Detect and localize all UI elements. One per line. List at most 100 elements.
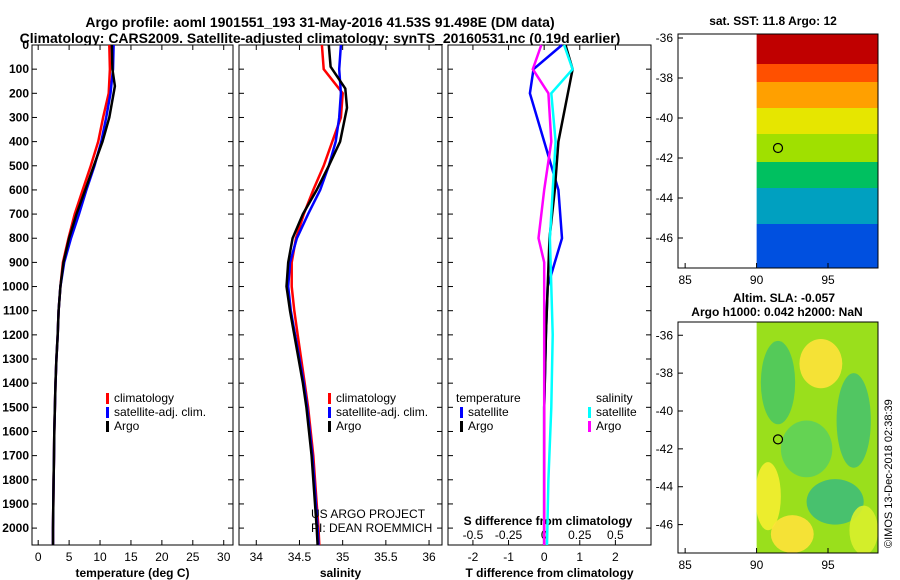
legend-swatch bbox=[588, 421, 591, 432]
sst-band bbox=[756, 162, 878, 188]
legend-swatch bbox=[460, 421, 463, 432]
x-tick-label: -2 bbox=[468, 550, 479, 564]
depth-tick-label: 1600 bbox=[2, 424, 29, 438]
top-tick-label: -0.5 bbox=[463, 528, 484, 542]
map-data bbox=[756, 34, 878, 268]
difference-panel: -2 -1 0 1 2 T difference from climatology -0.5… bbox=[447, 44, 652, 580]
map-y-tick-label: -44 bbox=[656, 191, 674, 205]
legend-swatch bbox=[588, 407, 591, 418]
map-data bbox=[756, 322, 878, 553]
depth-tick-label: 600 bbox=[9, 183, 29, 197]
x-tick-label: 0 bbox=[35, 550, 42, 564]
x-axis-label: salinity bbox=[320, 566, 362, 580]
map-y-tick-label: -40 bbox=[656, 111, 674, 125]
legend-label: climatology bbox=[114, 391, 174, 405]
map-x-tick-label: 95 bbox=[821, 273, 835, 287]
map-x-tick-label: 85 bbox=[678, 273, 692, 287]
x-tick-label: 0 bbox=[541, 550, 548, 564]
map-y-tick-label: -36 bbox=[656, 31, 674, 45]
x-tick-label: 10 bbox=[93, 550, 107, 564]
depth-tick-label: 900 bbox=[9, 255, 29, 269]
x-tick-label: 34 bbox=[250, 550, 264, 564]
legend-label: Argo bbox=[596, 419, 622, 433]
depth-axis-labels: 0 100 200 300 400 500 600 700 800 900 1000 1100 1200… bbox=[2, 38, 29, 535]
sst-map-panel: sat. SST: 11.8 Argo: 12 -36 -38 -40 -42 -44 -4… bbox=[656, 14, 879, 287]
sla-blob bbox=[756, 462, 781, 531]
map-x-tick-label: 85 bbox=[678, 558, 692, 572]
map-y-tick-label: -46 bbox=[656, 518, 674, 532]
annotation-line2: PI: DEAN ROEMMICH bbox=[311, 521, 432, 535]
legend-swatch bbox=[328, 407, 331, 418]
legend-swatch bbox=[460, 407, 463, 418]
legend-swatch bbox=[328, 393, 331, 404]
depth-tick-label: 1200 bbox=[2, 328, 29, 342]
x-tick-label: 1 bbox=[576, 550, 583, 564]
sst-band bbox=[756, 82, 878, 108]
map-x-tick-label: 95 bbox=[821, 558, 835, 572]
sst-band bbox=[756, 64, 878, 82]
x-tick-label: 35 bbox=[336, 550, 350, 564]
map-y-tick-label: -40 bbox=[656, 404, 674, 418]
map-y-tick-label: -42 bbox=[656, 442, 674, 456]
legend-label: satellite-adj. clim. bbox=[114, 405, 206, 419]
x-tick-label: 36 bbox=[422, 550, 436, 564]
map-y-tick-label: -38 bbox=[656, 366, 674, 380]
map-y-tick-label: -44 bbox=[656, 480, 674, 494]
page-subtitle: Climatology: CARS2009. Satellite-adjuste… bbox=[19, 30, 621, 46]
sla-map-title-line1: Altim. SLA: -0.057 bbox=[733, 291, 835, 305]
depth-tick-label: 300 bbox=[9, 110, 29, 124]
page-title: Argo profile: aoml 1901551_193 31-May-20… bbox=[85, 14, 555, 30]
depth-tick-label: 800 bbox=[9, 231, 29, 245]
legend-swatch bbox=[106, 407, 109, 418]
plot-frame bbox=[31, 44, 234, 546]
sst-band bbox=[756, 108, 878, 134]
x-tick-label: 34.5 bbox=[288, 550, 312, 564]
depth-tick-label: 2000 bbox=[2, 521, 29, 535]
legend-swatch bbox=[328, 421, 331, 432]
sla-blob bbox=[780, 420, 833, 478]
series-line-argo bbox=[51, 44, 117, 545]
argo-position-marker bbox=[772, 434, 784, 445]
x-tick-label: -1 bbox=[503, 550, 514, 564]
depth-tick-label: 0 bbox=[22, 38, 29, 52]
legend-label: satellite bbox=[596, 405, 637, 419]
x-axis-label: T difference from climatology bbox=[465, 566, 633, 580]
argo-position-marker bbox=[772, 142, 784, 154]
legend-label: Argo bbox=[114, 419, 140, 433]
depth-tick-label: 1500 bbox=[2, 400, 29, 414]
x-tick-label: 5 bbox=[66, 550, 73, 564]
sla-blob bbox=[836, 373, 871, 468]
legend-label: climatology bbox=[336, 391, 396, 405]
top-tick-label: 0.5 bbox=[607, 528, 624, 542]
legend-label: Argo bbox=[336, 419, 362, 433]
depth-tick-label: 500 bbox=[9, 159, 29, 173]
legend-title-salinity: salinity bbox=[596, 391, 633, 405]
sst-band bbox=[756, 188, 878, 224]
depth-tick-label: 700 bbox=[9, 207, 29, 221]
legend-swatch bbox=[106, 421, 109, 432]
series-line-salinity-argo bbox=[531, 44, 553, 545]
series-line-salinity-satellite bbox=[545, 44, 575, 546]
map-border bbox=[677, 321, 879, 554]
annotation-line1: US ARGO PROJECT bbox=[311, 507, 426, 521]
depth-tick-label: 200 bbox=[9, 86, 29, 100]
depth-tick-label: 1100 bbox=[3, 304, 29, 318]
top-tick-label: -0.25 bbox=[495, 528, 523, 542]
top-tick-label: 0.25 bbox=[568, 528, 592, 542]
salinity-panel: 34 34.5 35 35.5 36 salinity climatologysatelli… bbox=[238, 44, 443, 580]
map-y-tick-label: -38 bbox=[656, 71, 674, 85]
x-axis-label: temperature (deg C) bbox=[75, 566, 189, 580]
series-line-argo bbox=[285, 44, 349, 546]
x-tick-label: 2 bbox=[612, 550, 619, 564]
sla-blob bbox=[849, 505, 878, 553]
x-tick-label: 20 bbox=[155, 550, 169, 564]
legend-title-temperature: temperature bbox=[456, 391, 521, 405]
depth-tick-label: 1300 bbox=[2, 352, 29, 366]
depth-tick-label: 1000 bbox=[2, 280, 29, 294]
depth-tick-label: 1900 bbox=[2, 497, 29, 511]
map-x-tick-label: 90 bbox=[750, 558, 764, 572]
legend-label: satellite-adj. clim. bbox=[336, 405, 428, 419]
sst-map-title: sat. SST: 11.8 Argo: 12 bbox=[709, 14, 837, 28]
